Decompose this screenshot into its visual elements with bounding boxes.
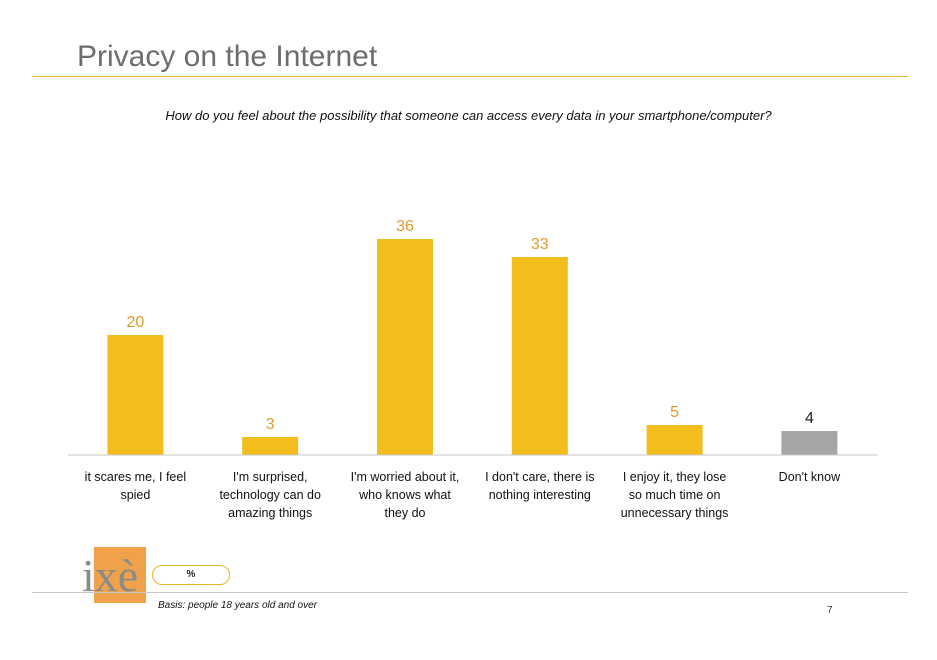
bar-1 — [242, 437, 299, 455]
bar-0 — [107, 335, 164, 455]
category-label-line: it scares me, I feel — [85, 470, 186, 484]
category-label-line: Don't know — [779, 470, 841, 484]
data-label-4: 5 — [670, 404, 679, 421]
footer-divider — [32, 592, 908, 593]
category-label-line: I'm worried about it, — [351, 470, 460, 484]
bar-5 — [781, 431, 838, 455]
bar-2 — [377, 239, 433, 455]
category-label-line: so much time on — [629, 488, 721, 502]
survey-question: How do you feel about the possibility th… — [165, 108, 772, 123]
bar-4 — [646, 425, 703, 455]
category-label-line: spied — [120, 488, 150, 502]
basis-note: Basis: people 18 years old and over — [158, 600, 317, 611]
category-label-0: it scares me, I feel spied — [85, 470, 186, 502]
page-title: Privacy on the Internet — [77, 40, 378, 73]
category-label-1: I'm surprised, technology can do amazing t… — [219, 470, 321, 520]
category-label-line: they do — [384, 506, 425, 520]
category-label-line: unnecessary things — [621, 506, 729, 520]
bar-3 — [511, 257, 568, 455]
category-label-line: I enjoy it, they lose — [623, 470, 727, 484]
category-label-5: Don't know — [779, 470, 841, 484]
category-label-line: I don't care, there is — [485, 470, 594, 484]
data-label-1: 3 — [266, 416, 275, 433]
category-label-line: amazing things — [228, 506, 312, 520]
data-label-5: 4 — [805, 410, 814, 427]
bars-layer — [107, 239, 838, 455]
title-divider — [32, 76, 908, 77]
category-label-2: I'm worried about it, who knows what they … — [351, 470, 460, 520]
page-number: 7 — [827, 605, 833, 616]
category-label-3: I don't care, there is nothing interestin… — [485, 470, 594, 502]
category-label-line: I'm surprised, — [233, 470, 308, 484]
category-label-4: I enjoy it, they lose so much time on unne… — [621, 470, 729, 520]
data-label-2: 36 — [396, 218, 414, 235]
data-label-3: 33 — [531, 236, 549, 253]
ixe-logo: ixè — [80, 547, 146, 603]
logo-text: ixè — [82, 550, 138, 601]
unit-badge: % — [152, 565, 230, 585]
bar-chart: 20 it scares me, I feel spied 3 I'm surprise… — [68, 218, 878, 520]
labels-layer: 20 it scares me, I feel spied 3 I'm surprise… — [85, 218, 841, 520]
category-label-line: technology can do — [219, 488, 321, 502]
category-label-line: who knows what — [358, 488, 451, 502]
data-label-0: 20 — [127, 314, 145, 331]
category-label-line: nothing interesting — [489, 488, 591, 502]
